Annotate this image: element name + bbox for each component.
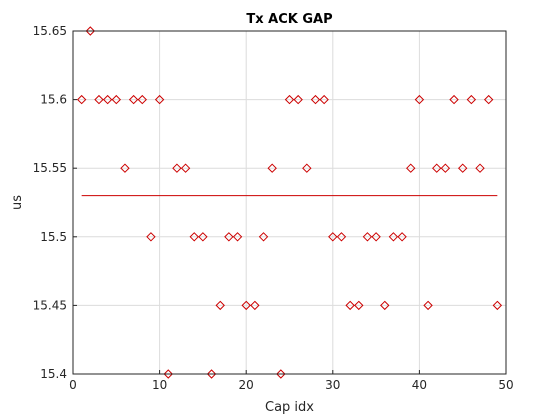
data-point	[189, 232, 199, 242]
data-point	[336, 232, 347, 242]
data-point	[111, 94, 122, 105]
data-point	[258, 232, 269, 242]
data-point	[414, 94, 425, 105]
data-point	[440, 163, 451, 173]
data-point	[406, 163, 416, 173]
y-tick-label: 15.55	[33, 161, 67, 175]
data-point	[293, 94, 303, 105]
data-point	[137, 94, 147, 105]
data-point	[224, 232, 234, 242]
x-tick-label: 50	[498, 378, 513, 392]
plot-area	[73, 31, 506, 374]
data-point	[267, 163, 277, 173]
data-point	[492, 300, 503, 311]
data-point	[163, 369, 173, 379]
data-point	[483, 94, 494, 105]
x-tick-label: 30	[325, 378, 340, 392]
data-point	[232, 232, 243, 242]
data-point	[371, 232, 381, 242]
x-ticks: 0 10 20 30 40 50	[69, 370, 514, 392]
data-point	[102, 94, 113, 105]
data-point	[198, 232, 208, 242]
data-point	[215, 300, 225, 311]
data-point	[354, 300, 364, 311]
data-point	[128, 94, 139, 105]
plot-frame	[72, 30, 507, 375]
y-tick-label: 15.65	[33, 24, 67, 38]
data-point	[432, 163, 442, 173]
data-point	[180, 163, 191, 173]
data-point	[172, 163, 182, 173]
chart-title: Tx ACK GAP	[246, 12, 332, 27]
x-tick-label: 0	[69, 378, 77, 392]
data-point	[284, 94, 295, 105]
x-axis-label: Cap idx	[265, 400, 314, 415]
x-tick-label: 20	[239, 378, 254, 392]
data-point	[380, 300, 390, 311]
data-point	[206, 369, 217, 379]
data-point	[302, 163, 312, 173]
y-axis-label: us	[10, 195, 25, 210]
data-point	[146, 232, 156, 242]
data-point	[276, 369, 286, 379]
data-point	[85, 26, 96, 36]
x-tick-label: 10	[152, 378, 167, 392]
y-tick-label: 15.5	[40, 230, 67, 244]
data-point	[94, 94, 104, 105]
data-point	[423, 300, 433, 311]
y-tick-label: 15.6	[40, 93, 67, 107]
data-point	[449, 94, 459, 105]
data-point	[362, 232, 373, 242]
data-point	[475, 163, 485, 173]
x-tick-label: 40	[412, 378, 427, 392]
y-tick-label: 15.45	[33, 298, 67, 312]
data-point	[457, 163, 468, 173]
data-point	[328, 232, 338, 242]
data-point	[241, 300, 251, 311]
data-point	[345, 300, 355, 311]
data-points	[76, 26, 503, 379]
data-point	[310, 94, 321, 105]
data-point	[154, 94, 165, 105]
data-point	[466, 94, 477, 105]
y-tick-label: 15.4	[40, 367, 67, 381]
data-point	[397, 232, 407, 242]
grid	[72, 30, 507, 375]
y-ticks: 15.4 15.45 15.5 15.55 15.6 15.65	[33, 24, 77, 381]
data-point	[120, 163, 130, 173]
data-point	[250, 300, 260, 311]
data-point	[388, 232, 399, 242]
data-point	[76, 94, 87, 105]
data-point	[319, 94, 329, 105]
